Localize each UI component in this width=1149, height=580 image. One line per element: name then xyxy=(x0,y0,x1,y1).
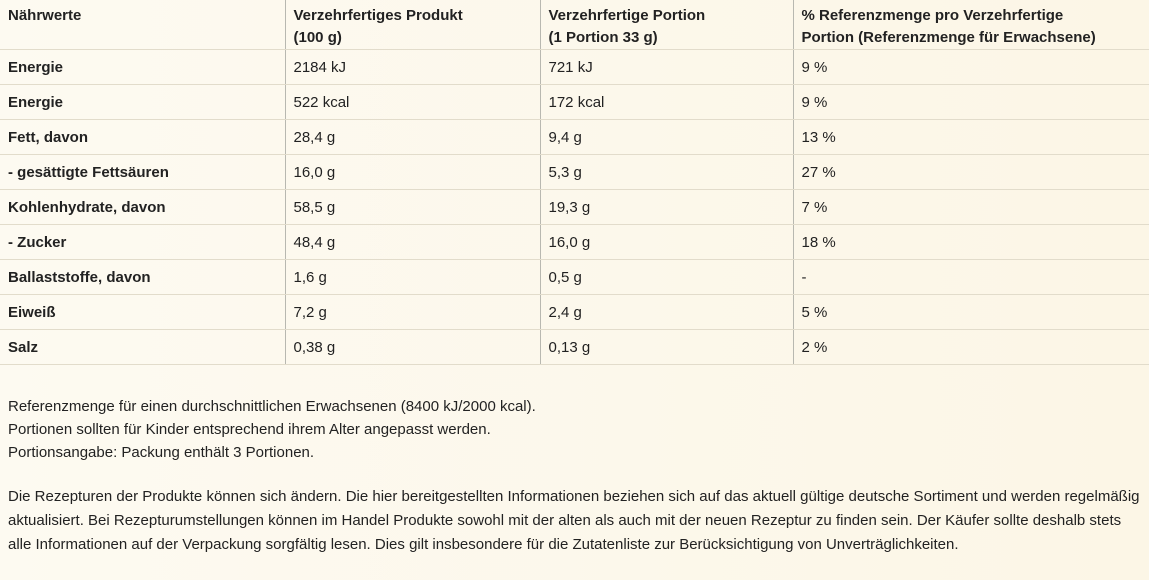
header-line: (1 Portion 33 g) xyxy=(548,29,658,46)
value-cell: 172 kcal xyxy=(540,84,794,120)
table-body: Energie 2184 kJ 721 kJ 9 % Energie 522 kcal 17… xyxy=(0,49,1149,365)
value-cell: 28,4 g xyxy=(285,119,541,155)
table-row: - gesättigte Fettsäuren 16,0 g 5,3 g 27 % xyxy=(0,154,1149,190)
value-cell: 0,13 g xyxy=(540,329,794,365)
value-cell: 5 % xyxy=(793,294,1149,330)
value-cell: 2,4 g xyxy=(540,294,794,330)
table-row: - Zucker 48,4 g 16,0 g 18 % xyxy=(0,224,1149,260)
table-row: Fett, davon 28,4 g 9,4 g 13 % xyxy=(0,119,1149,155)
table-row: Energie 522 kcal 172 kcal 9 % xyxy=(0,84,1149,120)
value-cell: 2184 kJ xyxy=(285,49,541,85)
table-row: Energie 2184 kJ 721 kJ 9 % xyxy=(0,49,1149,85)
header-cell: Verzehrfertiges Produkt (100 g) xyxy=(285,0,541,50)
header-line: % Referenzmenge pro Verzehrfertige xyxy=(801,7,1064,24)
nutrient-name: Ballaststoffe, davon xyxy=(0,259,286,295)
header-cell: Verzehrfertige Portion (1 Portion 33 g) xyxy=(540,0,794,50)
notes: Referenzmenge für einen durchschnittlich… xyxy=(0,395,1149,464)
header-line: Nährwerte xyxy=(8,7,82,24)
value-cell: 0,5 g xyxy=(540,259,794,295)
value-cell: 2 % xyxy=(793,329,1149,365)
note-line: Portionsangabe: Packung enthält 3 Portio… xyxy=(8,444,315,461)
nutrient-name: - gesättigte Fettsäuren xyxy=(0,154,286,190)
value-cell: - xyxy=(793,259,1149,295)
value-cell: 9 % xyxy=(793,49,1149,85)
header-cell: Nährwerte xyxy=(0,0,286,50)
value-cell: 13 % xyxy=(793,119,1149,155)
header-row: Nährwerte Verzehrfertiges Produkt (100 g) V… xyxy=(0,0,1149,50)
value-cell: 0,38 g xyxy=(285,329,541,365)
value-cell: 48,4 g xyxy=(285,224,541,260)
nutrient-name: Eiweiß xyxy=(0,294,286,330)
value-cell: 721 kJ xyxy=(540,49,794,85)
value-cell: 522 kcal xyxy=(285,84,541,120)
header-line: (100 g) xyxy=(293,29,342,46)
value-cell: 16,0 g xyxy=(540,224,794,260)
value-cell: 16,0 g xyxy=(285,154,541,190)
nutrient-name: Kohlenhydrate, davon xyxy=(0,189,286,225)
value-cell: 9 % xyxy=(793,84,1149,120)
nutrient-name: Energie xyxy=(0,84,286,120)
value-cell: 1,6 g xyxy=(285,259,541,295)
value-cell: 5,3 g xyxy=(540,154,794,190)
value-cell: 18 % xyxy=(793,224,1149,260)
header-line: Verzehrfertiges Produkt xyxy=(293,7,463,24)
value-cell: 9,4 g xyxy=(540,119,794,155)
header-cell: % Referenzmenge pro Verzehrfertige Portio… xyxy=(793,0,1149,50)
nutrient-name: Energie xyxy=(0,49,286,85)
disclaimer: Die Rezepturen der Produkte können sich … xyxy=(8,488,1140,553)
value-cell: 27 % xyxy=(793,154,1149,190)
value-cell: 7 % xyxy=(793,189,1149,225)
nutrient-name: - Zucker xyxy=(0,224,286,260)
header-line: Verzehrfertige Portion xyxy=(548,7,706,24)
value-cell: 19,3 g xyxy=(540,189,794,225)
header-line: Portion (Referenzmenge für Erwachsene) xyxy=(801,29,1096,46)
note-line: Referenzmenge für einen durchschnittlich… xyxy=(8,398,536,415)
nutrition-table: Nährwerte Verzehrfertiges Produkt (100 g) V… xyxy=(0,0,1149,365)
note-line: Portionen sollten für Kinder entsprechen… xyxy=(8,421,491,438)
table-row: Ballaststoffe, davon 1,6 g 0,5 g- xyxy=(0,259,1149,295)
nutrient-name: Fett, davon xyxy=(0,119,286,155)
value-cell: 58,5 g xyxy=(285,189,541,225)
value-cell: 7,2 g xyxy=(285,294,541,330)
nutrient-name: Salz xyxy=(0,329,286,365)
